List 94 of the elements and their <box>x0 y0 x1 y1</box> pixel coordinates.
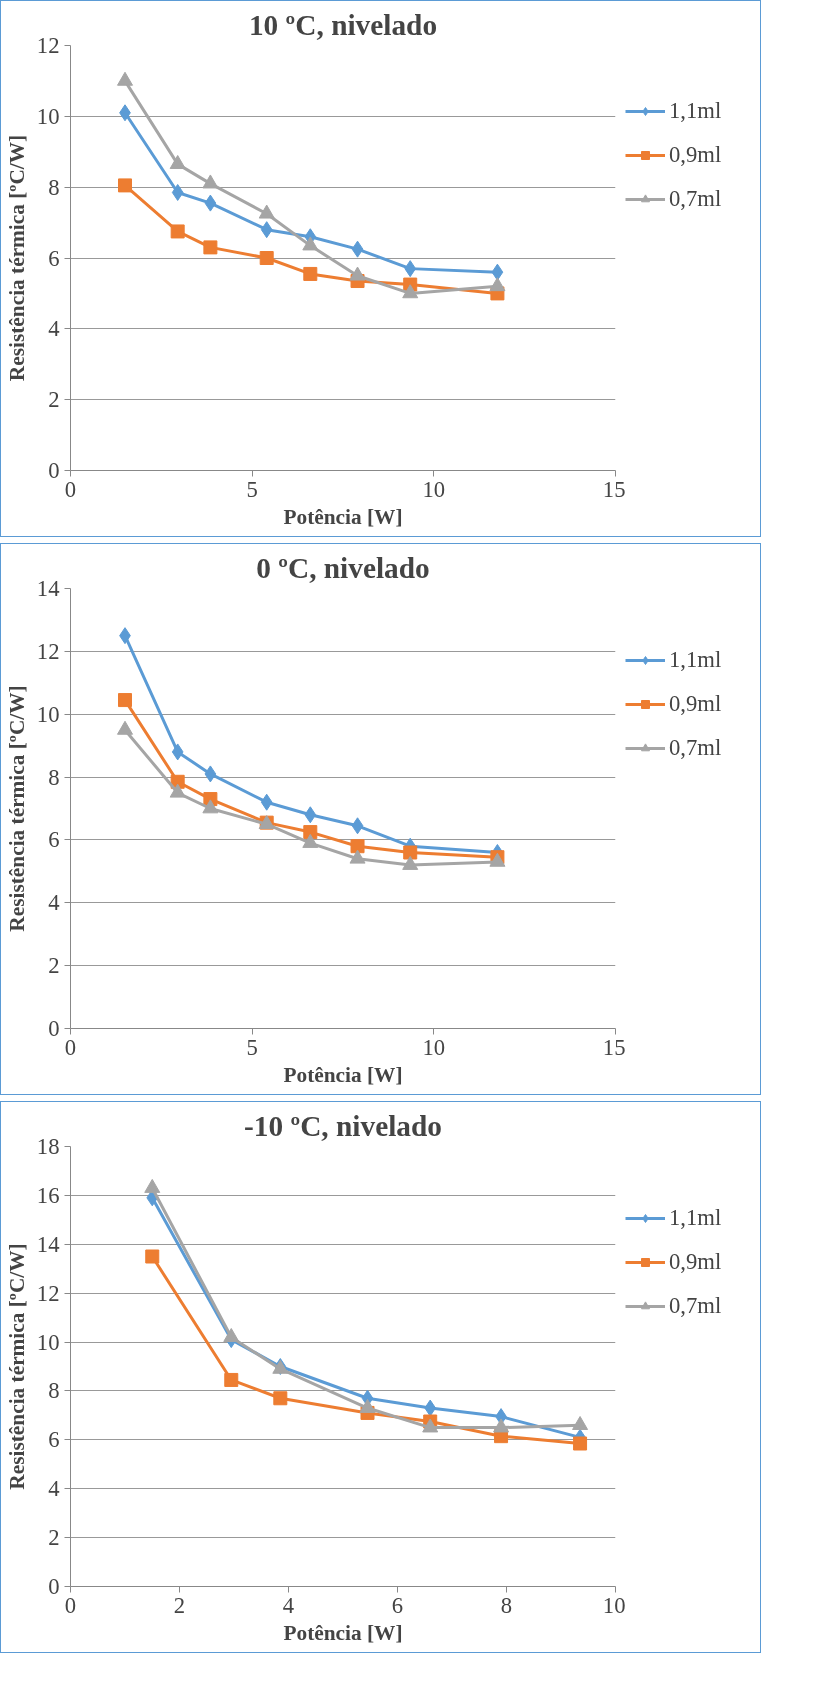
point <box>117 71 133 86</box>
y-tick-label: 2 <box>48 1525 60 1551</box>
y-tick-label: 0 <box>48 1574 60 1599</box>
point <box>349 266 366 281</box>
x-tick-label: 5 <box>246 1034 258 1060</box>
chart-title: 10 ºC, nivelado <box>248 8 438 41</box>
x-axis-title: Potência [W] <box>283 1062 403 1087</box>
x-tick-label: 0 <box>64 476 77 502</box>
y-tick-label: 6 <box>48 827 60 853</box>
point <box>223 1328 240 1342</box>
y-tick-label: 8 <box>48 174 60 200</box>
x-tick-label: 15 <box>602 1034 626 1060</box>
point <box>402 284 419 299</box>
legend-label: 1,1ml <box>669 98 722 124</box>
point <box>403 845 418 860</box>
point <box>204 194 217 212</box>
x-tick-label: 15 <box>602 476 626 502</box>
point <box>169 154 186 169</box>
y-tick-label: 16 <box>36 1182 60 1208</box>
chart-title: 0 ºC, nivelado <box>256 551 430 584</box>
point <box>350 839 365 854</box>
y-tick-label: 10 <box>36 701 60 727</box>
legend-label: 0,9ml <box>669 142 722 168</box>
y-tick-label: 14 <box>36 1231 60 1257</box>
x-tick-label: 10 <box>422 476 446 502</box>
y-tick-label: 8 <box>48 1378 60 1404</box>
x-axis-title: Potência [W] <box>283 1620 403 1645</box>
point <box>118 693 132 708</box>
point <box>304 806 317 824</box>
point <box>424 1399 437 1417</box>
point <box>489 277 506 292</box>
point <box>170 224 185 239</box>
x-tick-label: 10 <box>422 1034 446 1060</box>
point <box>171 183 184 201</box>
legend-label: 0,9ml <box>669 691 722 717</box>
x-tick-label: 6 <box>391 1592 404 1618</box>
point <box>404 260 417 278</box>
point <box>491 263 504 281</box>
y-tick-label: 4 <box>48 1476 60 1502</box>
x-tick-label: 0 <box>64 1034 77 1060</box>
legend-label: 0,7ml <box>669 186 722 212</box>
legend-label: 0,7ml <box>669 1293 722 1319</box>
y-tick-label: 12 <box>36 1280 60 1306</box>
y-tick-label: 6 <box>48 245 60 271</box>
y-tick-label: 4 <box>48 890 60 916</box>
point <box>145 1249 160 1264</box>
point <box>258 204 275 219</box>
x-tick-label: 5 <box>246 476 258 502</box>
point <box>203 240 218 255</box>
y-tick-label: 0 <box>48 458 60 483</box>
y-tick-label: 8 <box>48 764 60 790</box>
x-axis-title: Potência [W] <box>283 504 403 529</box>
point <box>351 240 364 258</box>
y-tick-label: 18 <box>36 1134 60 1159</box>
point <box>351 817 364 835</box>
y-axis-title: Resistência térmica [ºC/W] <box>4 134 29 382</box>
y-tick-label: 2 <box>48 953 60 979</box>
point <box>118 178 132 193</box>
x-tick-label: 4 <box>282 1592 295 1618</box>
legend-label: 1,1ml <box>669 647 722 673</box>
point <box>422 1418 439 1433</box>
point <box>259 251 274 265</box>
point <box>171 743 184 761</box>
y-axis-title: Resistência térmica [ºC/W] <box>4 685 29 932</box>
point <box>303 266 318 281</box>
y-tick-label: 12 <box>36 33 60 58</box>
point <box>573 1436 588 1451</box>
point <box>302 236 319 251</box>
point <box>202 799 219 814</box>
legend-label: 0,7ml <box>669 735 722 761</box>
point <box>224 1372 239 1387</box>
point <box>260 793 273 811</box>
x-tick-label: 10 <box>602 1592 626 1618</box>
y-tick-label: 6 <box>48 1427 60 1453</box>
y-tick-label: 10 <box>36 1329 60 1355</box>
x-tick-label: 8 <box>500 1592 513 1618</box>
point <box>202 174 219 189</box>
y-tick-label: 4 <box>48 316 60 342</box>
chart-title: -10 ºC, nivelado <box>244 1109 442 1142</box>
y-tick-label: 12 <box>36 638 60 664</box>
point <box>260 221 273 239</box>
y-tick-label: 0 <box>48 1016 60 1041</box>
point <box>273 1391 288 1406</box>
legend-label: 0,9ml <box>669 1249 722 1275</box>
y-tick-label: 14 <box>36 576 60 601</box>
x-tick-label: 2 <box>173 1592 186 1618</box>
legend-label: 1,1ml <box>669 1205 722 1231</box>
x-tick-label: 0 <box>64 1592 77 1618</box>
point <box>493 1418 510 1433</box>
y-tick-label: 2 <box>48 387 60 413</box>
point <box>204 765 217 783</box>
y-tick-label: 10 <box>36 103 60 129</box>
y-axis-title: Resistência térmica [ºC/W] <box>4 1243 29 1490</box>
point <box>572 1416 589 1430</box>
